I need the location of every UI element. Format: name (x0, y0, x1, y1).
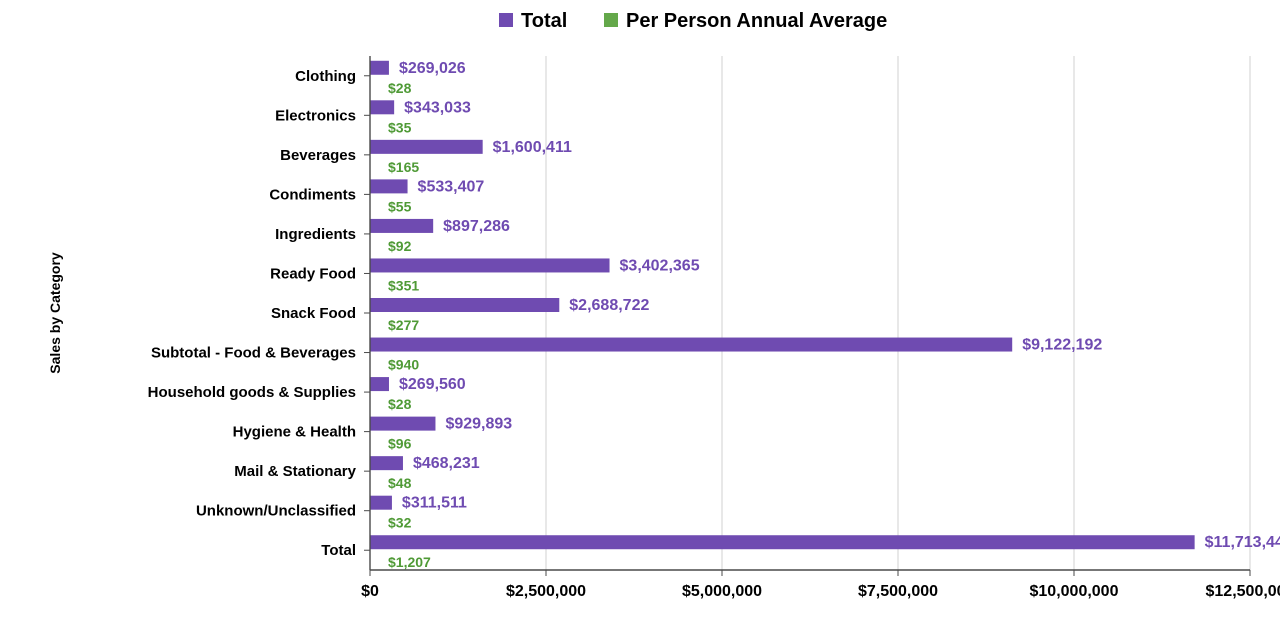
category-label: Household goods & Supplies (148, 384, 356, 401)
value-label-per-person: $48 (388, 475, 412, 491)
bar-total (370, 338, 1012, 352)
value-label-total: $311,511 (402, 495, 467, 512)
legend: Total Per Person Annual Average (499, 10, 887, 32)
value-label-per-person: $28 (388, 396, 412, 412)
y-axis-title: Sales by Category (47, 252, 63, 374)
category-label: Condiments (269, 186, 356, 203)
bar-total (370, 377, 389, 391)
x-axis-tick-label: $0 (361, 583, 379, 600)
legend-label: Total (521, 10, 567, 32)
value-label-total: $2,688,722 (569, 297, 649, 314)
bar-total (370, 61, 389, 75)
value-label-per-person: $28 (388, 80, 412, 96)
bar-total (370, 179, 408, 193)
value-label-total: $468,231 (413, 455, 480, 472)
value-label-total: $9,122,192 (1022, 337, 1102, 354)
value-label-per-person: $35 (388, 119, 412, 135)
x-axis-tick-label: $10,000,000 (1030, 583, 1119, 600)
value-label-total: $533,407 (418, 178, 485, 195)
value-label-total: $269,560 (399, 376, 466, 393)
sales-by-category-chart: $0 $2,500,000 $5,000,000 $7,500,000 $10,000,… (0, 0, 1280, 631)
category-label: Electronics (275, 107, 356, 124)
value-label-per-person: $92 (388, 238, 412, 254)
bar-total (370, 456, 403, 470)
bar-total (370, 100, 394, 114)
value-label-total: $1,600,411 (493, 139, 572, 156)
category-label: Total (321, 542, 356, 559)
category-label: Subtotal - Food & Beverages (151, 345, 356, 362)
category-label: Ingredients (275, 226, 356, 243)
value-label-per-person: $165 (388, 159, 419, 175)
category-label: Unknown/Unclassified (196, 503, 356, 520)
value-label-per-person: $277 (388, 317, 419, 333)
category-label: Hygiene & Health (233, 424, 356, 441)
bar-total (370, 219, 433, 233)
category-label: Clothing (295, 68, 356, 85)
value-label-per-person: $55 (388, 198, 412, 214)
chart-svg: $0 $2,500,000 $5,000,000 $7,500,000 $10,000,… (0, 0, 1280, 631)
value-label-total: $269,026 (399, 60, 466, 77)
x-axis-tick-label: $5,000,000 (682, 583, 762, 600)
bar-total (370, 298, 559, 312)
legend-swatch (499, 13, 513, 27)
category-label: Beverages (280, 147, 356, 164)
bar-total (370, 140, 483, 154)
bar-total (370, 417, 435, 431)
value-label-per-person: $351 (388, 277, 419, 293)
value-label-total: $11,713,446 (1205, 534, 1280, 551)
value-label-total: $343,033 (404, 99, 471, 116)
value-label-per-person: $96 (388, 436, 412, 452)
value-label-per-person: $940 (388, 357, 419, 373)
value-label-per-person: $1,207 (388, 554, 431, 570)
bar-total (370, 496, 392, 510)
category-label: Snack Food (271, 305, 356, 322)
x-axis-tick-label: $7,500,000 (858, 583, 938, 600)
value-label-per-person: $32 (388, 515, 412, 531)
x-axis-tick-label: $12,500,000 (1206, 583, 1280, 600)
bar-total (370, 258, 610, 272)
x-axis-tick-label: $2,500,000 (506, 583, 586, 600)
legend-label: Per Person Annual Average (626, 10, 887, 32)
value-label-total: $897,286 (443, 218, 510, 235)
category-label: Mail & Stationary (234, 463, 356, 480)
value-label-total: $929,893 (445, 416, 512, 433)
legend-swatch (604, 13, 618, 27)
bar-total (370, 535, 1195, 549)
category-label: Ready Food (270, 265, 356, 282)
value-label-total: $3,402,365 (620, 257, 700, 274)
